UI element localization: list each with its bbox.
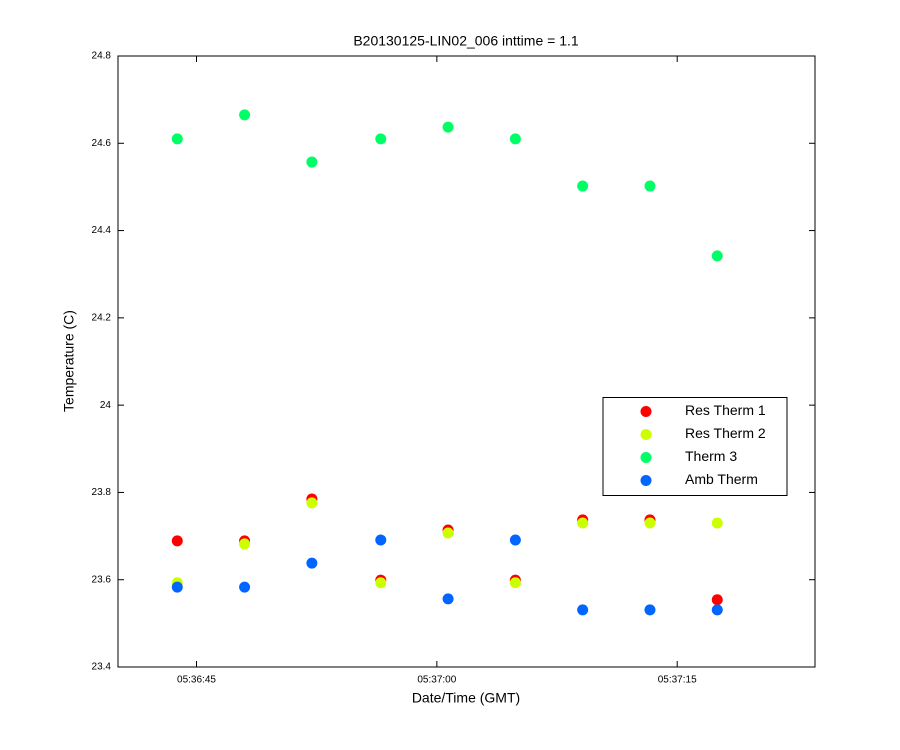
x-tick-label: 05:37:00	[417, 675, 456, 686]
point	[171, 133, 183, 145]
y-tick-label: 24.4	[92, 225, 112, 236]
legend-marker	[640, 406, 652, 417]
y-tick-label: 23.4	[92, 662, 112, 673]
legend-marker	[640, 429, 652, 440]
point	[375, 133, 387, 145]
point	[442, 527, 454, 539]
point	[644, 180, 656, 192]
x-tick-label: 05:37:15	[658, 675, 697, 686]
point	[442, 593, 454, 605]
legend-marker	[640, 452, 652, 463]
point	[509, 534, 521, 546]
x-axis-label: Date/Time (GMT)	[412, 690, 520, 706]
point	[375, 577, 387, 589]
point	[375, 534, 387, 546]
legend-box	[602, 397, 788, 496]
legend-label: Res Therm 2	[685, 425, 766, 441]
point	[711, 604, 723, 616]
point	[577, 604, 589, 616]
point	[239, 109, 251, 121]
point	[711, 250, 723, 262]
legend-marker	[640, 475, 652, 486]
chart-title: B20130125-LIN02_006 inttime = 1.1	[353, 33, 579, 49]
point	[644, 517, 656, 529]
point	[711, 594, 723, 606]
y-tick-label: 23.8	[92, 487, 112, 498]
x-tick-label: 05:36:45	[177, 675, 216, 686]
y-tick-label: 24.8	[92, 51, 112, 62]
point	[306, 557, 318, 569]
point	[442, 121, 454, 133]
point	[239, 538, 251, 550]
legend-label: Therm 3	[685, 448, 737, 464]
y-tick-label: 24.2	[92, 312, 112, 323]
point	[509, 133, 521, 145]
point	[306, 497, 318, 509]
point	[239, 581, 251, 593]
point	[577, 517, 589, 529]
y-tick-label: 24	[100, 400, 112, 411]
point	[171, 581, 183, 593]
point	[509, 577, 521, 589]
legend-label: Res Therm 1	[685, 402, 766, 418]
point	[577, 180, 589, 192]
plot-area	[117, 55, 816, 668]
point	[644, 604, 656, 616]
point	[711, 517, 723, 529]
point	[306, 156, 318, 168]
point	[171, 535, 183, 547]
y-tick-label: 23.6	[92, 574, 112, 585]
legend-label: Amb Therm	[685, 471, 758, 487]
y-axis-label: Temperature (C)	[61, 310, 77, 412]
y-tick-label: 24.6	[92, 138, 112, 149]
